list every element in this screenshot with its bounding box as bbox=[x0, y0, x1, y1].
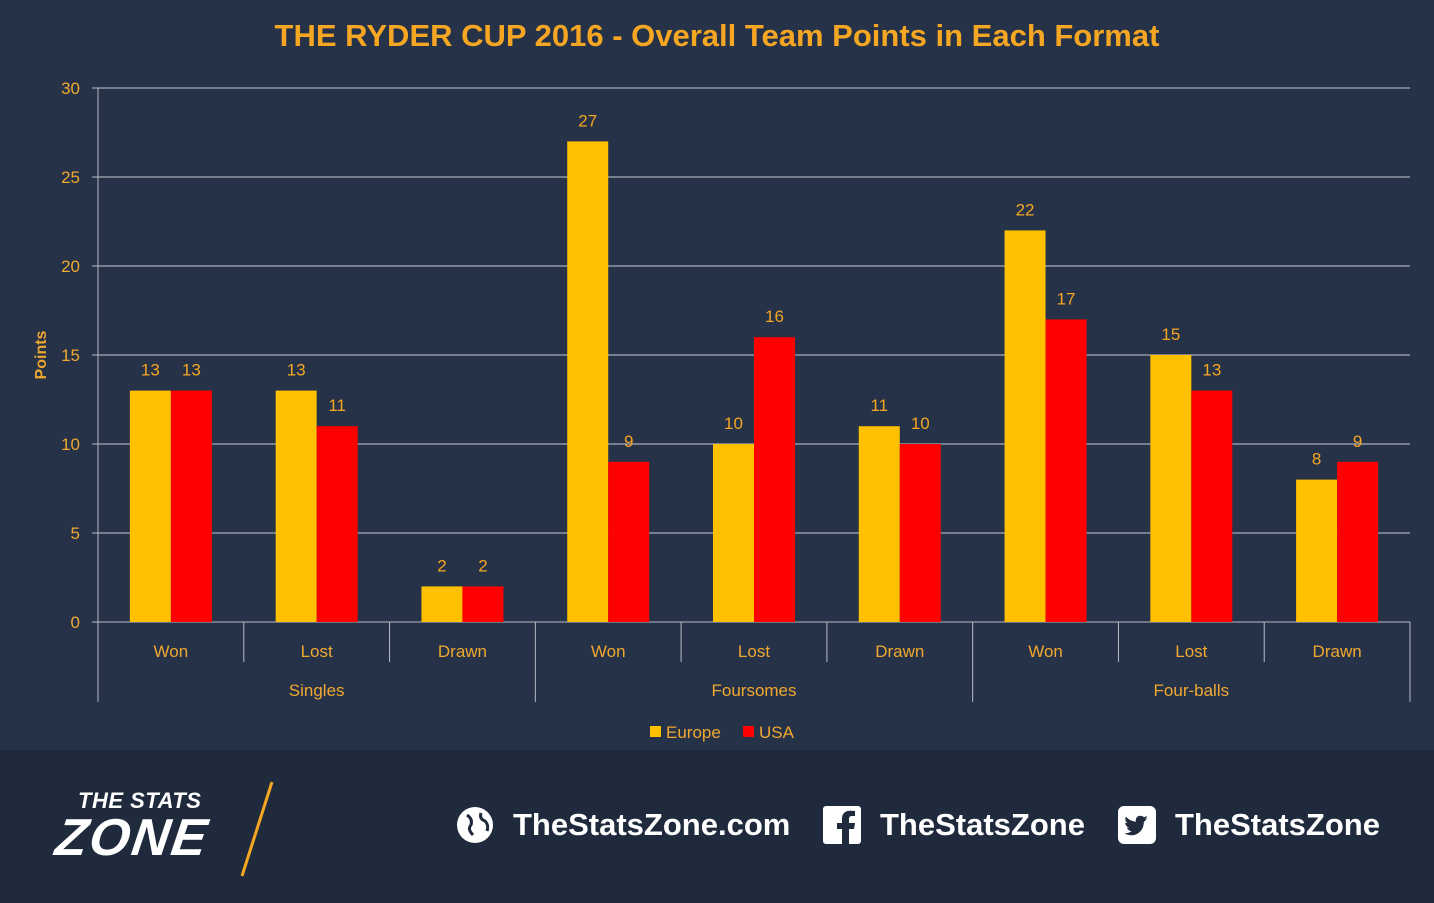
data-label: 17 bbox=[1057, 289, 1076, 308]
data-label: 15 bbox=[1161, 325, 1180, 344]
bar-europe bbox=[1296, 479, 1338, 622]
x-tick-label: Won bbox=[154, 642, 189, 661]
bar-usa bbox=[1191, 390, 1233, 622]
y-tick-label: 20 bbox=[61, 257, 80, 276]
facebook-link[interactable]: TheStatsZone bbox=[822, 802, 1085, 848]
bar-usa bbox=[608, 461, 650, 622]
website-link[interactable]: TheStatsZone.com bbox=[455, 802, 790, 848]
website-text: TheStatsZone.com bbox=[513, 807, 791, 842]
facebook-text: TheStatsZone bbox=[880, 807, 1085, 842]
footer: THE STATS ZONE TheStatsZone.com TheStats… bbox=[0, 750, 1434, 903]
x-tick-label: Lost bbox=[1175, 642, 1207, 661]
data-label: 13 bbox=[1202, 361, 1221, 380]
bar-usa bbox=[1337, 461, 1379, 622]
x-tick-label: Won bbox=[591, 642, 626, 661]
x-tick-label: Lost bbox=[738, 642, 770, 661]
y-tick-label: 5 bbox=[71, 524, 80, 543]
data-label: 9 bbox=[1353, 432, 1362, 451]
data-label: 10 bbox=[724, 414, 743, 433]
legend-swatch-usa bbox=[743, 726, 754, 737]
data-label: 13 bbox=[182, 361, 201, 380]
logo-main-text: ZONE bbox=[51, 809, 213, 867]
data-label: 22 bbox=[1016, 200, 1035, 219]
legend-label-europe: Europe bbox=[666, 723, 721, 742]
data-label: 8 bbox=[1312, 450, 1321, 469]
data-label: 11 bbox=[870, 396, 888, 415]
stats-zone-logo: THE STATS ZONE bbox=[52, 780, 312, 880]
logo-swoosh-icon bbox=[240, 781, 274, 877]
bar-chart: 0 5 10 15 20 25 30 Points Won Lost Drawn Won Lost Dra… bbox=[33, 79, 1411, 742]
bar-europe bbox=[713, 444, 754, 622]
y-tick-label: 15 bbox=[61, 346, 80, 365]
bar-europe bbox=[275, 390, 317, 622]
data-label: 9 bbox=[624, 432, 633, 451]
bar-usa bbox=[462, 586, 504, 622]
facebook-icon bbox=[822, 805, 862, 845]
y-tick-label: 0 bbox=[71, 613, 80, 632]
legend-label-usa: USA bbox=[759, 723, 795, 742]
x-tick-label: Drawn bbox=[438, 642, 487, 661]
bar-usa bbox=[170, 390, 212, 622]
bar-europe bbox=[129, 390, 171, 622]
bar-usa bbox=[899, 444, 941, 622]
x-tick-label: Drawn bbox=[1313, 642, 1362, 661]
data-label: 10 bbox=[911, 414, 930, 433]
data-label: 2 bbox=[478, 556, 487, 575]
data-label: 11 bbox=[328, 396, 346, 415]
twitter-icon bbox=[1117, 805, 1157, 845]
data-label: 2 bbox=[437, 556, 446, 575]
bar-europe bbox=[421, 586, 463, 622]
bar-europe bbox=[1150, 355, 1192, 622]
x-group-label: Singles bbox=[289, 681, 345, 700]
bar-usa bbox=[1045, 319, 1087, 622]
logo-top-text: THE STATS bbox=[78, 788, 202, 813]
y-tick-label: 10 bbox=[61, 435, 80, 454]
x-tick-label: Won bbox=[1028, 642, 1063, 661]
legend-swatch-europe bbox=[650, 726, 661, 737]
bar-europe bbox=[1004, 230, 1046, 622]
data-label: 13 bbox=[287, 361, 306, 380]
twitter-text: TheStatsZone bbox=[1175, 807, 1380, 842]
data-label: 27 bbox=[578, 111, 597, 130]
globe-icon bbox=[455, 805, 495, 845]
y-tick-label: 30 bbox=[61, 79, 80, 98]
bar-europe bbox=[858, 426, 900, 622]
x-group-label: Four-balls bbox=[1154, 681, 1230, 700]
y-axis-label: Points bbox=[33, 330, 50, 379]
bar-europe bbox=[567, 141, 609, 622]
x-tick-label: Drawn bbox=[875, 642, 924, 661]
y-tick-label: 25 bbox=[61, 168, 80, 187]
chart-area: THE RYDER CUP 2016 - Overall Team Points… bbox=[33, 18, 1411, 742]
twitter-link[interactable]: TheStatsZone bbox=[1117, 802, 1380, 848]
bar-usa bbox=[316, 426, 358, 622]
x-group-label: Foursomes bbox=[711, 681, 796, 700]
x-tick-label: Lost bbox=[301, 642, 333, 661]
bar-usa bbox=[754, 337, 795, 622]
data-label: 13 bbox=[141, 361, 160, 380]
chart-title: THE RYDER CUP 2016 - Overall Team Points… bbox=[274, 18, 1160, 53]
data-label: 16 bbox=[765, 307, 784, 326]
